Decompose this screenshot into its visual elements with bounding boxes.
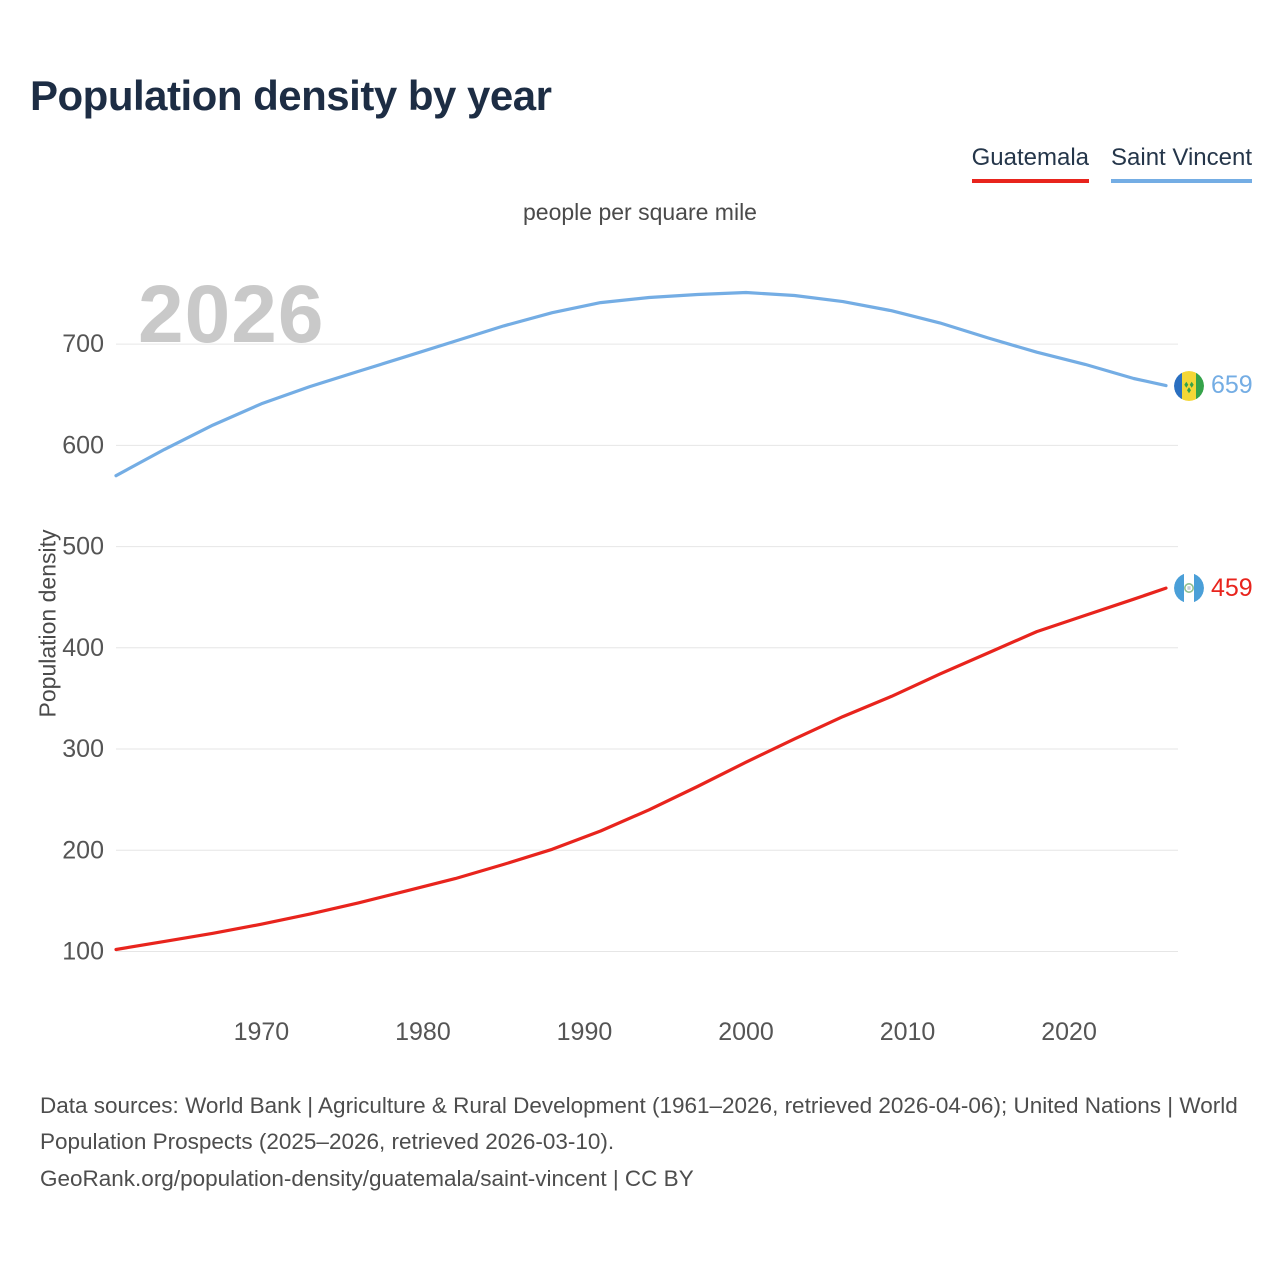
footer-attribution: GeoRank.org/population-density/guatemala… xyxy=(40,1165,694,1191)
svg-text:700: 700 xyxy=(62,330,104,358)
year-watermark: 2026 xyxy=(138,269,325,360)
guatemala-end-marker: 459 xyxy=(1174,573,1253,604)
footer: Data sources: World Bank | Agriculture &… xyxy=(40,1088,1245,1197)
svg-text:1990: 1990 xyxy=(557,1018,613,1046)
svg-text:500: 500 xyxy=(62,533,104,561)
guatemala-end-value: 459 xyxy=(1211,573,1253,602)
chart-subtitle: people per square mile xyxy=(523,199,757,225)
saint-vincent-end-marker: 659 xyxy=(1174,370,1253,401)
svg-text:1980: 1980 xyxy=(395,1018,451,1046)
svg-text:400: 400 xyxy=(62,634,104,662)
svg-text:2000: 2000 xyxy=(718,1018,774,1046)
legend-item-saint-vincent[interactable]: Saint Vincent xyxy=(1111,144,1252,183)
svg-text:100: 100 xyxy=(62,938,104,966)
saint-vincent-flag-icon xyxy=(1174,370,1204,401)
svg-text:1970: 1970 xyxy=(234,1018,290,1046)
page-title: Population density by year xyxy=(30,72,552,119)
saint-vincent-end-value: 659 xyxy=(1211,371,1253,400)
footer-sources: Data sources: World Bank | Agriculture &… xyxy=(40,1093,1238,1155)
legend-item-guatemala[interactable]: Guatemala xyxy=(971,144,1089,183)
legend: Guatemala Saint Vincent xyxy=(971,144,1252,183)
svg-text:2010: 2010 xyxy=(880,1018,936,1046)
svg-text:2020: 2020 xyxy=(1041,1018,1097,1046)
guatemala-flag-icon xyxy=(1174,573,1204,604)
svg-text:200: 200 xyxy=(62,836,104,864)
svg-text:300: 300 xyxy=(62,735,104,763)
svg-text:600: 600 xyxy=(62,431,104,459)
